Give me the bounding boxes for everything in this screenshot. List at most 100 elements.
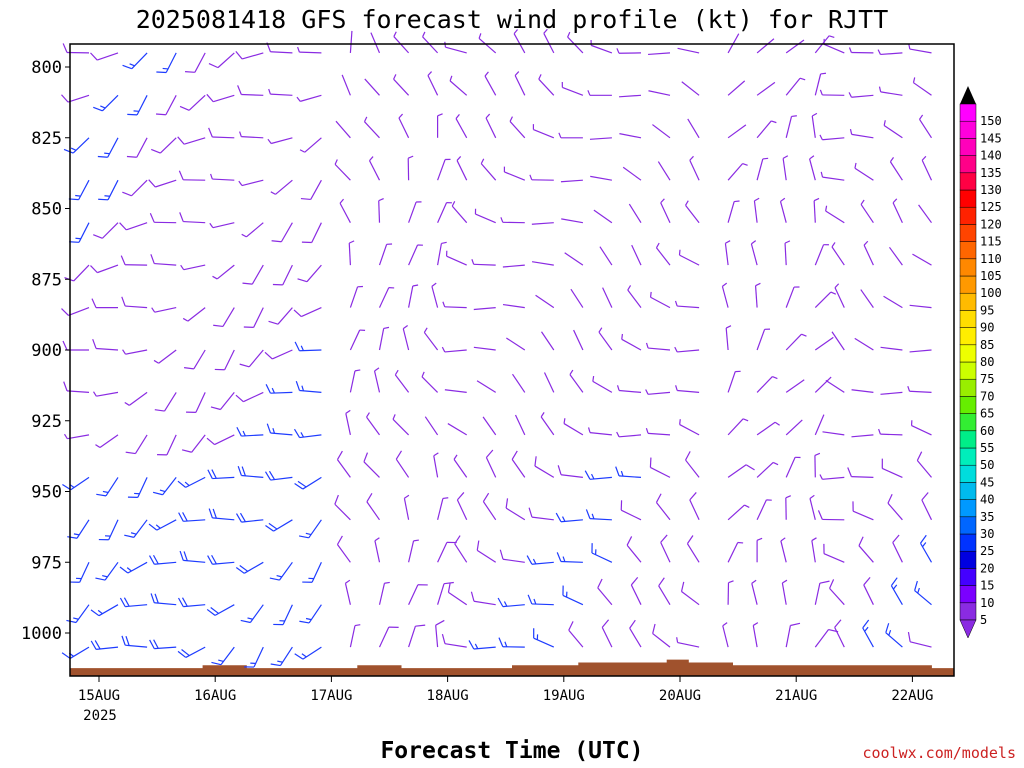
wind-barb: [454, 535, 468, 563]
wind-barb: [95, 561, 119, 581]
wind-barb: [814, 414, 825, 436]
y-tick-label: 975: [31, 553, 62, 573]
wind-barb: [616, 431, 642, 438]
barb-staff: [270, 51, 293, 54]
wind-barb: [538, 74, 555, 96]
barb-staff: [336, 459, 351, 478]
barb-flag: [208, 127, 213, 138]
wind-barb: [294, 341, 322, 352]
barb-staff: [125, 305, 148, 309]
barb-half-flag: [75, 577, 82, 580]
wind-barb: [909, 304, 932, 309]
barb-staff: [394, 374, 410, 393]
wind-barb: [558, 132, 583, 139]
barb-half-flag: [834, 283, 840, 289]
barb-flag: [239, 565, 249, 572]
barb-flag: [119, 566, 129, 574]
barb-staff: [378, 287, 390, 308]
barb-flag: [124, 534, 134, 538]
wind-barb: [780, 537, 787, 563]
barb-half-flag: [437, 113, 443, 117]
wind-barb: [685, 451, 700, 478]
wind-barb: [811, 112, 818, 138]
barb-staff: [475, 213, 496, 224]
x-tick-label: 17AUG: [310, 688, 352, 704]
wind-barb: [660, 534, 671, 563]
barb-half-flag: [155, 524, 161, 529]
wind-barb: [437, 241, 447, 266]
barb-flag: [363, 452, 369, 463]
barb-flag: [269, 577, 280, 581]
colorbar-segment: [959, 189, 977, 208]
barb-staff: [282, 264, 293, 286]
barb-half-flag: [848, 47, 852, 53]
barb-flag: [268, 522, 278, 530]
barb-staff: [370, 32, 381, 54]
wind-barb: [468, 640, 496, 650]
barb-flag: [211, 469, 217, 479]
wind-barb: [470, 591, 496, 606]
wind-barb: [119, 222, 148, 231]
wind-barb: [476, 380, 497, 393]
barb-flag: [334, 494, 339, 505]
barb-half-flag: [645, 342, 649, 349]
wind-barb: [235, 512, 264, 523]
barb-staff: [502, 303, 525, 309]
barb-half-flag: [766, 499, 772, 501]
barb-flag: [680, 581, 685, 592]
barb-flag: [658, 577, 665, 587]
barb-staff: [473, 346, 496, 351]
wind-barb: [427, 71, 439, 96]
wind-barb: [208, 508, 235, 521]
wind-barb: [756, 499, 772, 521]
barb-staff: [408, 584, 419, 605]
barb-staff: [455, 118, 468, 139]
wind-barb: [148, 554, 177, 565]
wind-barb: [177, 476, 206, 488]
barb-flag: [181, 649, 190, 657]
wind-barb: [854, 337, 874, 351]
wind-barb: [206, 434, 235, 446]
wind-barb: [181, 434, 206, 453]
barb-half-flag: [751, 240, 757, 245]
barb-flag: [179, 550, 184, 561]
barb-flag: [69, 581, 80, 583]
wind-barb: [211, 646, 235, 666]
barb-half-flag: [722, 622, 728, 627]
barb-half-flag: [513, 29, 519, 35]
wind-barb: [456, 156, 468, 181]
barb-staff: [657, 161, 671, 181]
barb-staff: [727, 542, 739, 563]
wind-barb: [122, 52, 148, 70]
barb-staff: [851, 133, 874, 139]
wind-barb: [126, 137, 148, 158]
barb-staff: [811, 115, 816, 138]
barb-staff: [393, 78, 410, 96]
wind-barb: [888, 246, 903, 266]
barb-flag: [95, 577, 106, 581]
barb-half-flag: [455, 114, 460, 119]
barb-flag: [62, 43, 68, 53]
barb-half-flag: [744, 504, 750, 508]
barb-staff: [334, 503, 351, 521]
wind-barb: [268, 307, 293, 325]
barb-half-flag: [431, 282, 437, 287]
barb-staff: [509, 121, 526, 139]
wind-barb: [294, 646, 322, 660]
wind-barb: [95, 434, 119, 449]
barb-flag: [150, 593, 155, 603]
wind-barb: [727, 80, 746, 96]
barb-half-flag: [97, 609, 103, 615]
wind-barb: [727, 541, 744, 563]
wind-barb: [235, 561, 264, 574]
barb-flag: [178, 512, 184, 522]
wind-barb: [533, 628, 555, 648]
barb-flag: [294, 653, 304, 660]
wind-barb: [497, 597, 525, 608]
barb-staff: [241, 136, 264, 139]
barb-half-flag: [402, 325, 408, 330]
barb-staff: [349, 625, 356, 648]
barb-staff: [814, 629, 830, 648]
barb-half-flag: [305, 532, 312, 536]
